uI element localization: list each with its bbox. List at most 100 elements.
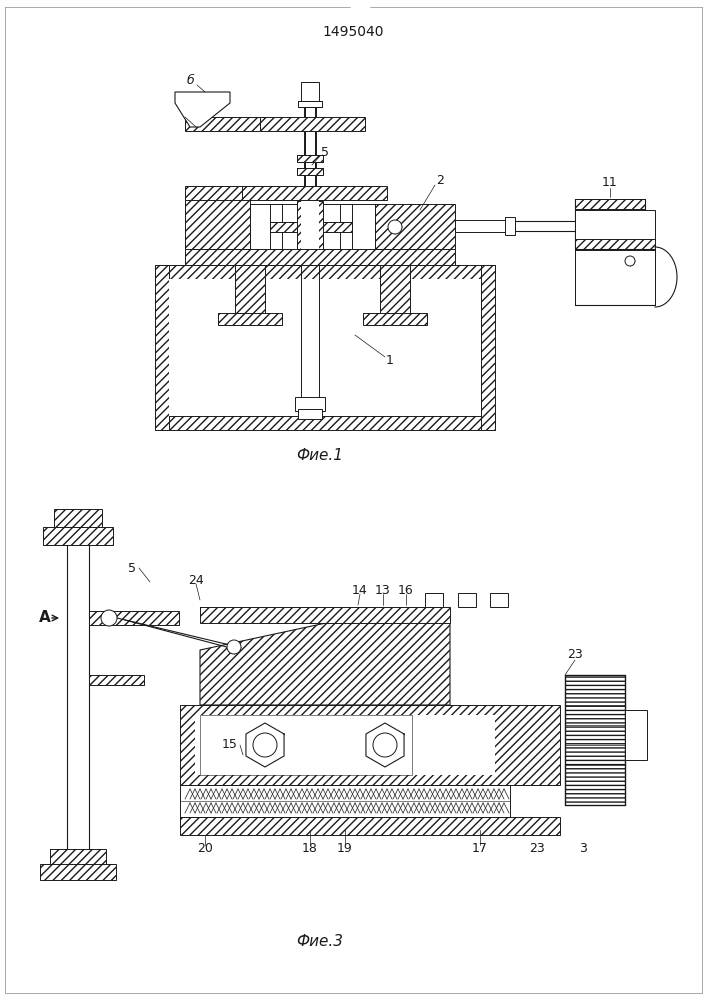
Bar	[565, 675, 625, 805]
Bar	[375, 204, 455, 249]
Text: 13: 13	[375, 584, 391, 596]
Text: 2: 2	[436, 174, 444, 186]
Bar	[301, 201, 319, 249]
Bar	[297, 168, 323, 175]
Bar	[363, 313, 427, 325]
Circle shape	[227, 640, 241, 654]
Bar	[481, 265, 495, 430]
Bar	[575, 239, 655, 249]
Bar	[260, 117, 365, 131]
Text: 15: 15	[222, 738, 238, 752]
Circle shape	[253, 733, 277, 757]
Bar	[490, 593, 508, 607]
Bar	[155, 265, 169, 430]
Bar	[218, 313, 282, 325]
Bar	[40, 864, 116, 880]
Bar	[363, 313, 427, 325]
Text: 1495040: 1495040	[322, 25, 384, 39]
Bar	[43, 527, 113, 545]
Bar	[295, 397, 325, 411]
Bar	[305, 131, 315, 186]
Bar	[565, 745, 625, 755]
Bar	[298, 409, 322, 419]
Bar	[575, 210, 655, 305]
Text: 17: 17	[472, 842, 488, 856]
Text: 18: 18	[302, 842, 318, 856]
Bar	[185, 186, 242, 200]
Bar	[185, 186, 242, 200]
Bar	[235, 265, 265, 315]
Text: 5: 5	[321, 145, 329, 158]
Bar	[565, 685, 625, 695]
Bar	[340, 204, 352, 249]
Bar	[242, 186, 387, 200]
Circle shape	[373, 733, 397, 757]
Bar	[575, 250, 655, 305]
Bar	[155, 416, 495, 430]
Bar	[169, 279, 481, 416]
Bar	[185, 249, 455, 265]
Bar	[575, 199, 645, 209]
Bar	[218, 313, 282, 325]
Bar	[155, 416, 495, 430]
Bar	[305, 82, 315, 117]
Bar	[380, 265, 410, 315]
Bar	[195, 715, 495, 775]
Bar	[40, 864, 116, 880]
Bar	[565, 775, 625, 785]
Bar	[297, 168, 323, 175]
Text: Фие.3: Фие.3	[296, 934, 344, 950]
Bar	[200, 715, 412, 775]
Bar	[250, 204, 375, 249]
Bar	[458, 593, 476, 607]
Text: 1: 1	[386, 354, 394, 366]
Bar	[200, 607, 450, 623]
Bar	[297, 201, 323, 249]
Bar	[200, 715, 412, 775]
Text: 5: 5	[128, 562, 136, 574]
Circle shape	[625, 256, 635, 266]
Bar	[575, 239, 655, 249]
Bar	[565, 715, 625, 725]
Bar	[301, 82, 319, 101]
Bar	[185, 249, 455, 265]
Bar	[297, 155, 323, 162]
Bar	[505, 217, 515, 235]
Bar	[565, 675, 625, 805]
Bar	[89, 611, 179, 625]
Bar	[625, 710, 647, 760]
Bar	[270, 222, 352, 232]
Bar	[575, 239, 645, 249]
Bar	[50, 849, 106, 865]
Bar	[180, 817, 560, 835]
Text: б: б	[186, 74, 194, 87]
Bar	[297, 201, 323, 249]
Bar	[89, 675, 144, 685]
Bar	[89, 611, 179, 625]
Bar	[43, 527, 113, 545]
Text: 11: 11	[602, 176, 618, 190]
Bar	[375, 204, 455, 249]
Bar	[270, 222, 352, 232]
Bar	[180, 785, 510, 817]
Text: 3: 3	[579, 842, 587, 856]
Polygon shape	[200, 620, 450, 705]
Bar	[155, 265, 495, 279]
Text: 19: 19	[337, 842, 353, 856]
Bar	[298, 101, 322, 107]
Polygon shape	[175, 92, 230, 127]
Text: 20: 20	[197, 842, 213, 856]
Bar	[455, 220, 510, 232]
Bar	[565, 675, 625, 805]
Text: 24: 24	[188, 574, 204, 586]
Text: A: A	[39, 610, 51, 626]
Text: 14: 14	[352, 584, 368, 596]
Bar	[297, 155, 323, 162]
Bar	[180, 705, 560, 785]
Bar	[155, 265, 169, 430]
Bar	[297, 168, 323, 175]
Bar	[515, 221, 575, 231]
Bar	[481, 265, 495, 430]
Text: Фие.1: Фие.1	[296, 448, 344, 462]
Bar	[575, 239, 645, 249]
